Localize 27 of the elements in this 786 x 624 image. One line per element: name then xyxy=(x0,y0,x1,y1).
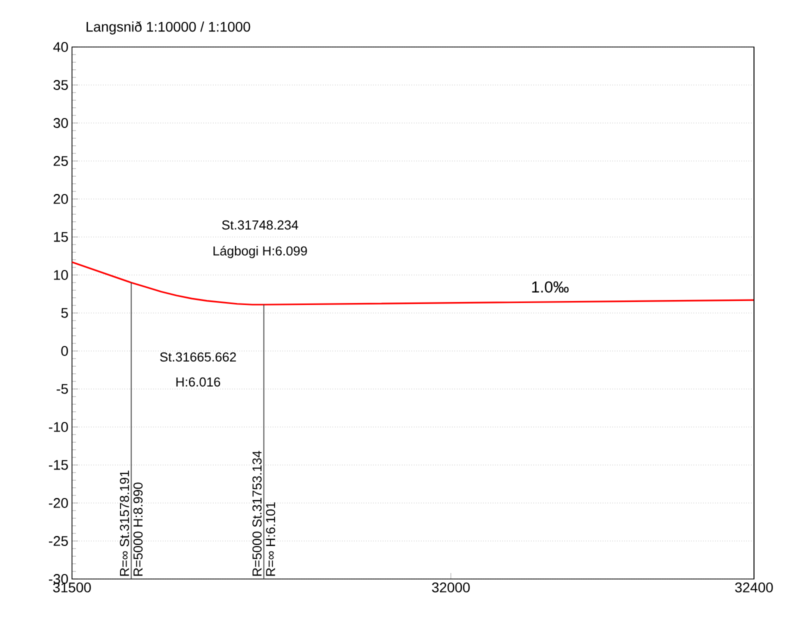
y-tick-label: 15 xyxy=(54,232,68,242)
annotation: St.31748.234 xyxy=(222,220,298,230)
y-tick-label: -20 xyxy=(48,498,68,508)
x-tick-label: 32000 xyxy=(432,582,470,592)
y-tick-label: 30 xyxy=(53,118,68,128)
annotation: R=∞ H:6.101 xyxy=(266,502,276,576)
annotation: St.31665.662 xyxy=(160,352,236,362)
x-tick-label: 31500 xyxy=(53,582,91,592)
y-tick-label: 20 xyxy=(54,194,68,204)
y-tick-label: -5 xyxy=(56,384,68,394)
annotation: R=5000 H:8.990 xyxy=(133,482,143,576)
annotation: Lágbogi H:6.099 xyxy=(214,246,307,258)
y-tick-label: -15 xyxy=(48,460,68,470)
annotation: H:6.016 xyxy=(176,377,220,387)
y-tick-label: 0 xyxy=(61,346,68,356)
y-tick-label: 40 xyxy=(53,42,68,52)
y-tick-label: 25 xyxy=(54,156,68,166)
y-tick-label: -25 xyxy=(48,536,68,546)
y-tick-label: 5 xyxy=(61,308,68,318)
x-tick-label: 32400 xyxy=(735,582,773,592)
annotation: 1.0‰ xyxy=(532,281,569,293)
y-tick-label: 10 xyxy=(54,270,68,280)
annotation: R=5000 St.31753.134 xyxy=(252,450,262,576)
y-tick-label: -10 xyxy=(48,422,68,432)
y-tick-label: 35 xyxy=(53,80,68,90)
chart-title: Langsnið 1:10000 / 1:1000 xyxy=(86,21,250,34)
annotation: R=∞ St.31578.191 xyxy=(120,470,130,576)
